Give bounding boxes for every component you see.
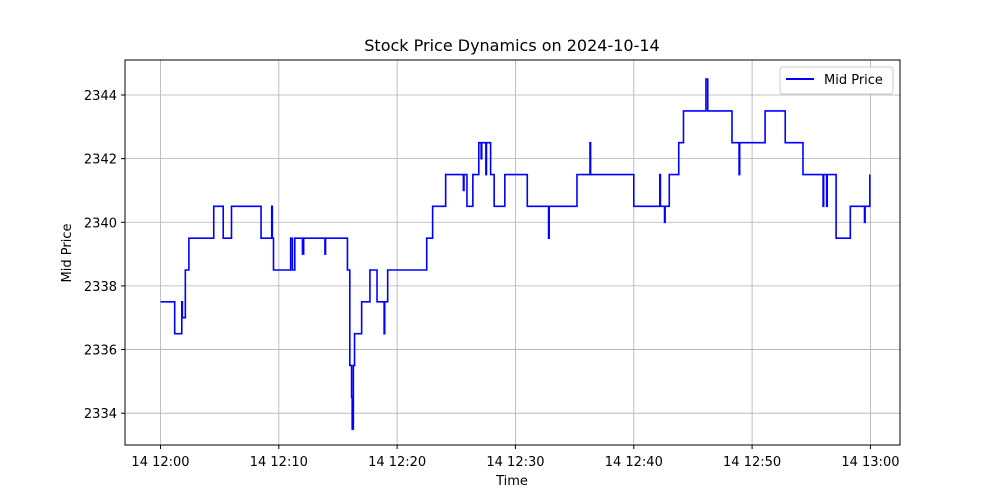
- x-axis-label: Time: [495, 474, 528, 489]
- y-tick-label: 2338: [84, 280, 117, 295]
- series-line-mid-price: [160, 78, 871, 430]
- y-tick-label: 2344: [84, 89, 117, 104]
- x-tick-label: 14 12:30: [486, 455, 544, 470]
- chart-title: Stock Price Dynamics on 2024-10-14: [364, 36, 659, 55]
- x-tick-label: 14 12:40: [605, 455, 663, 470]
- legend-label: Mid Price: [824, 73, 883, 88]
- grid: [125, 60, 900, 445]
- x-tick-label: 14 12:20: [368, 455, 426, 470]
- y-axis-label: Mid Price: [60, 224, 75, 283]
- legend: Mid Price: [779, 66, 894, 95]
- x-tick-label: 14 12:00: [131, 455, 189, 470]
- series-layer: [160, 78, 871, 430]
- plot-frame: [124, 59, 901, 446]
- x-tick-label: 14 12:10: [250, 455, 308, 470]
- legend-box: [779, 66, 894, 95]
- y-tick-label: 2340: [84, 216, 117, 231]
- y-tick-label: 2342: [84, 153, 117, 168]
- ticks: 14 12:00 14 12:10 14 12:20 14 12:30 14 12:40…: [84, 89, 900, 470]
- x-tick-label: 14 13:00: [841, 455, 899, 470]
- y-tick-label: 2336: [84, 344, 117, 359]
- x-tick-label: 14 12:50: [723, 455, 781, 470]
- y-tick-label: 2334: [84, 407, 117, 422]
